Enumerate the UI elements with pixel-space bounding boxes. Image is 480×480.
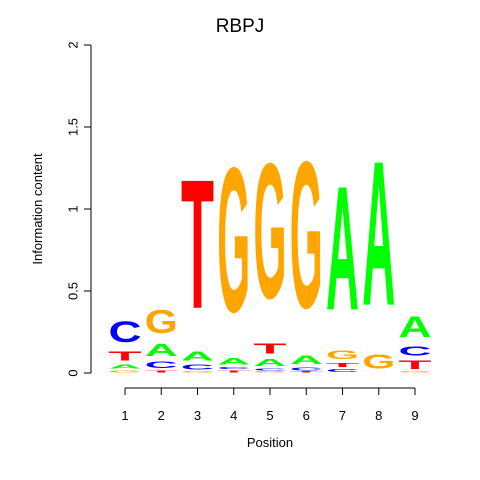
letter-C: C (290, 366, 323, 371)
x-tick-label: 7 (339, 408, 346, 423)
letter-A: A (109, 363, 142, 369)
letter-C: C (399, 344, 432, 359)
letter-A: A (181, 349, 214, 364)
y-tick-label: 2 (66, 41, 81, 48)
letter-G: G (362, 351, 395, 374)
letter-C: C (217, 366, 250, 369)
stack-position-8: GA (362, 118, 395, 373)
x-ticks: 1 2 3 4 5 6 7 8 9 (121, 388, 419, 423)
letter-G: G (290, 119, 323, 353)
x-tick-label: 9 (411, 408, 418, 423)
y-tick-label: 1.5 (66, 118, 81, 136)
letter-T: T (290, 371, 323, 373)
y-tick-label: 1 (66, 205, 81, 212)
x-axis: 1 2 3 4 5 6 7 8 9 (121, 387, 419, 423)
letter-G: G (326, 348, 359, 361)
x-tick-label: 4 (230, 408, 237, 423)
letter-G: G (399, 371, 432, 373)
letter-A: A (362, 118, 395, 349)
letter-G: G (181, 371, 214, 373)
letter-T: T (145, 370, 178, 373)
letter-A: A (326, 151, 359, 348)
letter-T: T (326, 362, 360, 369)
x-tick-label: 6 (303, 408, 310, 423)
y-ticks: 0 0.5 1 1.5 2 (66, 41, 91, 377)
letter-C: C (181, 363, 214, 371)
letter-C: C (109, 316, 142, 349)
letter-T: T (109, 349, 142, 364)
y-axis: 0 0.5 1 1.5 2 (66, 41, 92, 377)
letter-T: T (181, 141, 214, 347)
x-tick-label: 3 (194, 408, 201, 423)
letter-A: A (253, 357, 286, 368)
x-axis-label: Position (247, 435, 293, 450)
chart-title: RBPJ (216, 16, 265, 37)
letter-G: G (254, 122, 287, 339)
letter-A: A (399, 311, 432, 344)
x-tick-label: 1 (121, 408, 128, 423)
letter-T: T (254, 340, 287, 356)
y-tick-label: 0.5 (66, 282, 81, 300)
letter-T: T (399, 359, 432, 372)
letter-C: C (145, 360, 178, 370)
letter-T: T (217, 370, 250, 373)
x-tick-label: 8 (375, 408, 382, 423)
letter-C: C (326, 368, 359, 373)
x-tick-label: 2 (158, 408, 165, 423)
y-tick-label: 0 (66, 369, 81, 376)
letter-C: C (254, 368, 287, 371)
letter-G: G (254, 371, 287, 373)
letter-A: A (217, 356, 250, 366)
letter-G: G (217, 124, 250, 355)
x-tick-label: 5 (266, 408, 273, 423)
letter-A: A (290, 354, 323, 367)
letter-G: G (145, 303, 178, 341)
letter-A: A (145, 341, 178, 360)
letter-G: G (109, 370, 142, 373)
y-axis-label: Information content (30, 153, 45, 265)
